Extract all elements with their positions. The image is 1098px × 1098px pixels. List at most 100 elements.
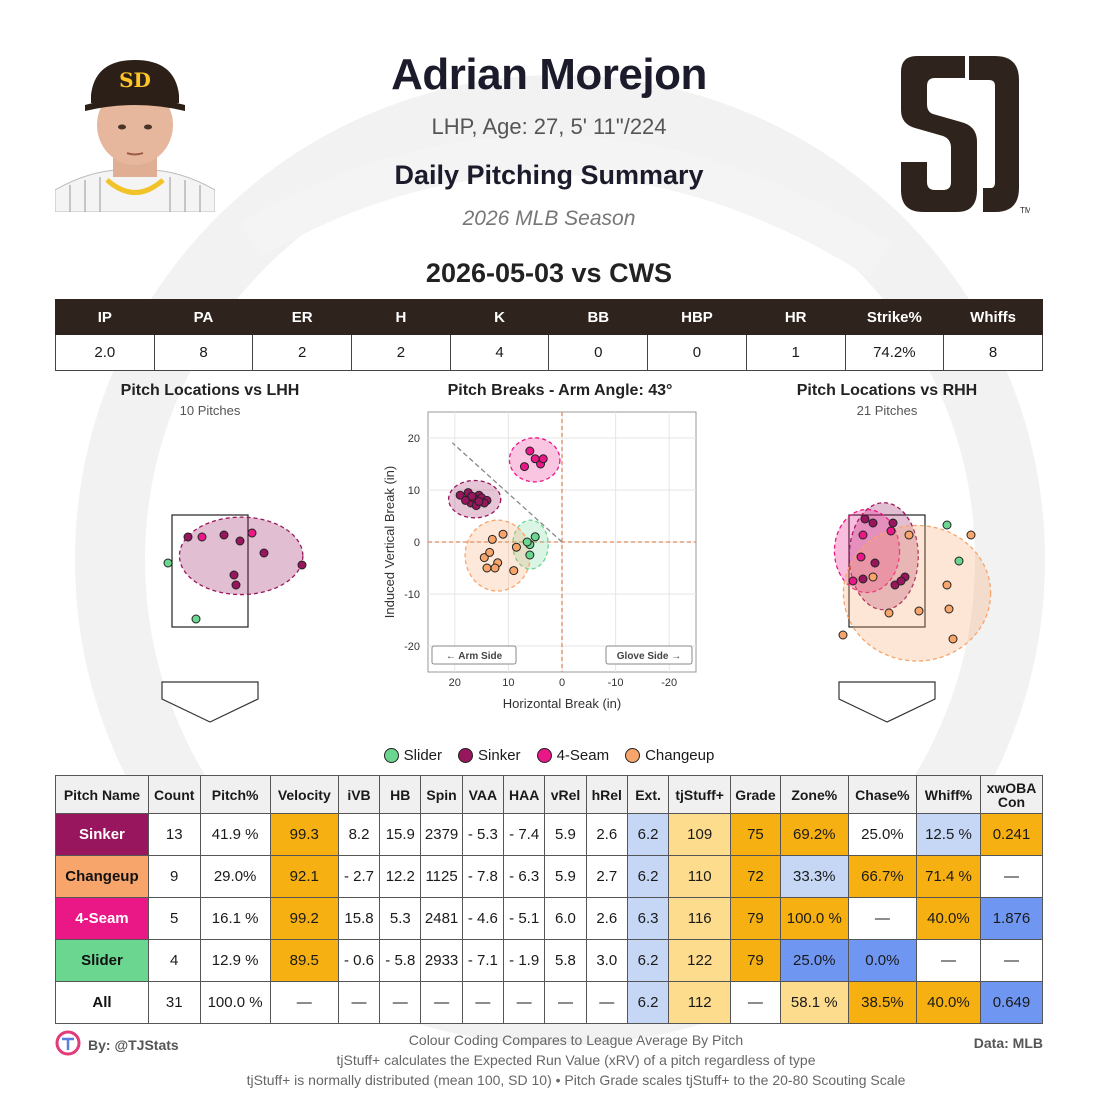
- stat-value-hbp: 0: [647, 334, 747, 371]
- arsenal-cell-zone: 100.0 %: [779, 897, 849, 940]
- point-slider: [522, 537, 532, 547]
- point-changeup: [868, 572, 878, 582]
- home-plate: [838, 681, 936, 723]
- arsenal-row-changeup: Changeup 9 29.0% 92.1- 2.7 12.2 1125- 7.8- 6.…: [55, 855, 1044, 898]
- arsenal-cell-ext: 6.2: [626, 939, 670, 982]
- point-changeup: [485, 547, 495, 557]
- point-4-seam: [856, 552, 866, 562]
- player-name: Adrian Morejon: [391, 50, 707, 99]
- stat-value-er: 2: [252, 334, 353, 371]
- x-tick-label: 20: [449, 677, 461, 689]
- legend-label: 4-Seam: [556, 747, 610, 764]
- ellipse-4-seam: [833, 508, 901, 594]
- arsenal-cell-ext: 6.2: [626, 981, 670, 1024]
- point-sinker: [231, 580, 241, 590]
- x-tick-label: 10: [502, 677, 514, 689]
- arsenal-cell-tjstuff: 109: [668, 813, 732, 856]
- arsenal-cell-zone: 58.1 %: [779, 981, 849, 1024]
- arsenal-cell-count: 31: [147, 981, 201, 1024]
- summary-title: Daily Pitching Summary: [394, 160, 704, 190]
- legend-item-slider: Slider: [383, 747, 443, 764]
- arsenal-cell-chase: —: [847, 897, 917, 940]
- arsenal-cell-xwoba-con: 1.876: [979, 897, 1044, 940]
- arsenal-header-pitch: Pitch%: [199, 775, 271, 814]
- arsenal-cell-xwoba-con: 0.241: [979, 813, 1044, 856]
- stat-header-er: ER: [252, 299, 353, 335]
- game-title: 2026-05-03 vs CWS: [425, 258, 673, 288]
- legend-label: Slider: [403, 747, 443, 764]
- arsenal-cell-hb: 15.9: [379, 813, 422, 856]
- arsenal-cell-xwoba-con: 0.649: [979, 981, 1044, 1024]
- point-changeup: [904, 530, 914, 540]
- arsenal-cell-hrel: 3.0: [585, 939, 628, 982]
- point-4-seam: [247, 528, 257, 538]
- trademark: TM: [1020, 206, 1030, 215]
- arsenal-cell-vaa: - 7.1: [461, 939, 505, 982]
- arsenal-cell-hrel: 2.7: [585, 855, 628, 898]
- arsenal-cell-velocity: 99.3: [269, 813, 339, 856]
- tjstats-logo-icon: [55, 1030, 81, 1056]
- arsenal-cell-xwoba-con: —: [979, 939, 1044, 982]
- point-sinker: [896, 576, 906, 586]
- point-changeup: [498, 529, 508, 539]
- arsenal-cell-hb: 5.3: [379, 897, 422, 940]
- arsenal-cell-count: 4: [147, 939, 201, 982]
- y-tick-label: 10: [408, 485, 420, 497]
- stat-value-strike: 74.2%: [844, 334, 945, 371]
- stat-header-hbp: HBP: [647, 299, 747, 335]
- point-sinker: [455, 490, 465, 500]
- y-axis-label: Induced Vertical Break (in): [382, 466, 397, 618]
- ellipse-changeup: [842, 524, 992, 662]
- legend-marker: [458, 748, 474, 763]
- arsenal-cell-haa: —: [503, 981, 546, 1024]
- point-sinker: [888, 518, 898, 528]
- stat-value-ip: 2.0: [55, 334, 155, 371]
- arsenal-cell-zone: 25.0%: [779, 939, 849, 982]
- arsenal-cell-vrel: —: [544, 981, 587, 1024]
- point-sinker: [235, 536, 245, 546]
- point-sinker: [229, 570, 239, 580]
- arsenal-header-count: Count: [147, 775, 201, 814]
- right-plot-subtitle: 21 Pitches: [856, 403, 918, 418]
- legend-marker: [536, 748, 552, 763]
- x-axis-label: Horizontal Break (in): [503, 696, 622, 711]
- arsenal-cell-hb: —: [379, 981, 422, 1024]
- point-sinker: [259, 548, 269, 558]
- pitch-name-cell: Changeup: [55, 855, 149, 898]
- arsenal-cell-ivb: 8.2: [337, 813, 381, 856]
- arsenal-cell-ext: 6.2: [626, 813, 670, 856]
- pitch-name-cell: 4-Seam: [55, 897, 149, 940]
- arsenal-cell-spin: —: [420, 981, 463, 1024]
- y-tick-label: -20: [404, 641, 420, 653]
- point-sinker: [461, 495, 471, 505]
- arsenal-cell-hrel: —: [585, 981, 628, 1024]
- point-changeup: [487, 534, 497, 544]
- game-stats-table: IP PA ER H K BB HBP HR Strike% Whiffs 2.0 8 2 2 4 0 0 1 7…: [55, 299, 1043, 371]
- arsenal-cell-count: 5: [147, 897, 201, 940]
- footer-note-2: tjStuff+ calculates the Expected Run Val…: [336, 1052, 816, 1068]
- point-4-seam: [858, 530, 868, 540]
- stat-header-ip: IP: [55, 299, 155, 335]
- arsenal-cell-tjstuff: 116: [668, 897, 732, 940]
- point-sinker: [467, 491, 477, 501]
- point-changeup: [482, 563, 492, 573]
- arsenal-cell-hb: - 5.8: [379, 939, 422, 982]
- point-changeup: [490, 563, 500, 573]
- arsenal-cell-zone: 33.3%: [779, 855, 849, 898]
- arsenal-cell-pitch: 41.9 %: [199, 813, 271, 856]
- arsenal-cell-whiff: 71.4 %: [915, 855, 981, 898]
- arm-angle-line: [451, 442, 563, 543]
- stat-value-hr: 1: [745, 334, 846, 371]
- strike-zone: [171, 514, 249, 628]
- arsenal-cell-tjstuff: 110: [668, 855, 732, 898]
- pitch-break-plot: 20 10 0 -10 -20 20 10 0 -10 -20 ← Arm Side Glove Si…: [382, 411, 697, 711]
- point-sinker: [474, 496, 484, 506]
- arsenal-cell-haa: - 5.1: [503, 897, 546, 940]
- legend-marker: [383, 748, 399, 763]
- stat-value-pa: 8: [153, 334, 254, 371]
- point-slider: [942, 520, 952, 530]
- point-changeup: [942, 580, 952, 590]
- arsenal-cell-vaa: - 7.8: [461, 855, 505, 898]
- rhh-location-plot: [833, 502, 992, 723]
- arsenal-cell-haa: - 6.3: [503, 855, 546, 898]
